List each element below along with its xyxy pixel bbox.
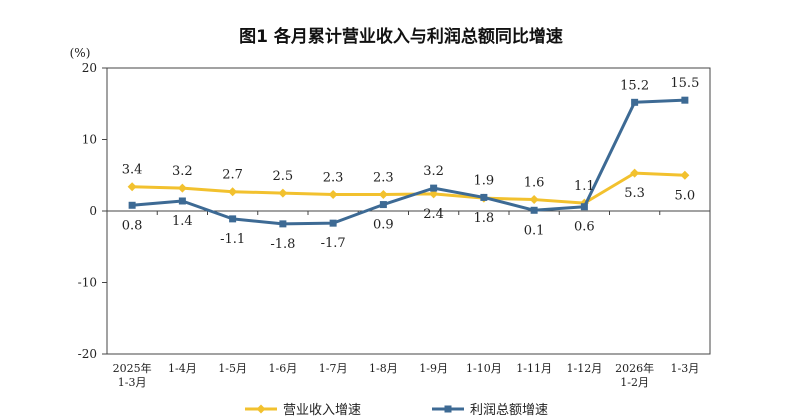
data-label-revenue: 3.2	[172, 164, 193, 179]
x-tick-label: 1-12月	[567, 362, 603, 375]
profit-point	[631, 98, 639, 106]
profit-point	[530, 206, 538, 214]
data-label-revenue: 5.3	[624, 186, 645, 201]
x-tick-label: 1-8月	[369, 362, 398, 375]
x-tick-label: 1-7月	[319, 362, 348, 375]
chart-title: 图1 各月累计营业收入与利润总额同比增速	[239, 26, 563, 47]
x-tick-label: 1-5月	[218, 362, 247, 375]
x-tick-label: 1-10月	[466, 362, 502, 375]
legend-marker	[256, 404, 266, 414]
data-label-profit: 3.2	[423, 164, 444, 179]
revenue-point	[127, 182, 137, 192]
legend-label: 利润总额增速	[470, 403, 548, 418]
y-axis-unit: (%)	[70, 46, 91, 60]
data-label-profit: 1.4	[172, 214, 193, 229]
revenue-point	[177, 183, 187, 193]
revenue-point	[228, 187, 238, 197]
y-tick-label: 0	[89, 204, 97, 218]
data-label-profit: 15.5	[670, 76, 699, 91]
profit-point	[379, 201, 387, 209]
x-tick-label: 2025年	[113, 361, 152, 375]
data-label-revenue: 1.6	[524, 176, 545, 191]
data-label-revenue: 2.4	[423, 207, 444, 222]
data-label-profit: 1.9	[474, 173, 495, 188]
profit-point	[430, 184, 438, 192]
data-label-profit: -1.7	[321, 236, 346, 251]
x-tick-label: 1-6月	[269, 362, 298, 375]
y-tick-label: -20	[78, 347, 97, 361]
y-tick-label: 10	[82, 133, 97, 147]
data-label-profit: 0.9	[373, 218, 394, 233]
legend-label: 营业收入增速	[283, 403, 361, 418]
legend-marker	[444, 405, 452, 413]
data-label-revenue: 2.7	[222, 168, 243, 183]
x-tick-label: 1-11月	[516, 362, 552, 375]
data-label-profit: 0.6	[574, 220, 595, 235]
revenue-point	[378, 190, 388, 200]
revenue-point	[680, 170, 690, 180]
x-tick-label: 2026年	[615, 361, 654, 375]
data-label-revenue: 3.4	[122, 163, 143, 178]
data-label-revenue: 5.0	[675, 188, 696, 203]
x-tick-label: 1-2月	[620, 376, 649, 389]
profit-point	[178, 197, 186, 205]
data-label-profit: 15.2	[620, 78, 649, 93]
profit-point	[580, 203, 588, 211]
x-tick-label: 1-3月	[118, 376, 147, 389]
x-tick-label: 1-3月	[671, 362, 700, 375]
data-label-revenue: 1.1	[574, 179, 595, 194]
revenue-point	[630, 168, 640, 178]
profit-point	[480, 193, 488, 201]
data-label-revenue: 2.5	[273, 169, 294, 184]
y-tick-label: 20	[82, 61, 97, 75]
data-label-profit: 0.8	[122, 218, 143, 233]
series-line-revenue	[132, 171, 685, 205]
legend: 营业收入增速 利润总额增速	[245, 403, 548, 418]
x-tick-label: 1-4月	[168, 362, 197, 375]
profit-point	[681, 96, 689, 104]
profit-point	[329, 219, 337, 227]
profit-point	[279, 220, 287, 228]
data-label-profit: -1.1	[220, 232, 245, 247]
series-layer	[127, 96, 690, 228]
profit-point	[229, 215, 237, 223]
x-tick-label: 1-9月	[419, 362, 448, 375]
profit-point	[128, 201, 136, 209]
revenue-point	[328, 190, 338, 200]
data-labels: 3.4 3.2 2.7 2.5 2.3 2.3 2.4 1.8 1.6 1.1 5.3 5.0 0.8 1…	[122, 76, 700, 252]
y-tick-label: -10	[78, 276, 97, 290]
revenue-point	[278, 188, 288, 198]
data-label-revenue: 1.8	[474, 211, 495, 226]
data-label-revenue: 2.3	[373, 171, 394, 186]
data-label-profit: 0.1	[524, 223, 545, 238]
data-label-profit: -1.8	[270, 237, 295, 252]
revenue-point	[529, 195, 539, 205]
series-line-profit	[131, 98, 685, 226]
data-label-revenue: 2.3	[323, 171, 344, 186]
